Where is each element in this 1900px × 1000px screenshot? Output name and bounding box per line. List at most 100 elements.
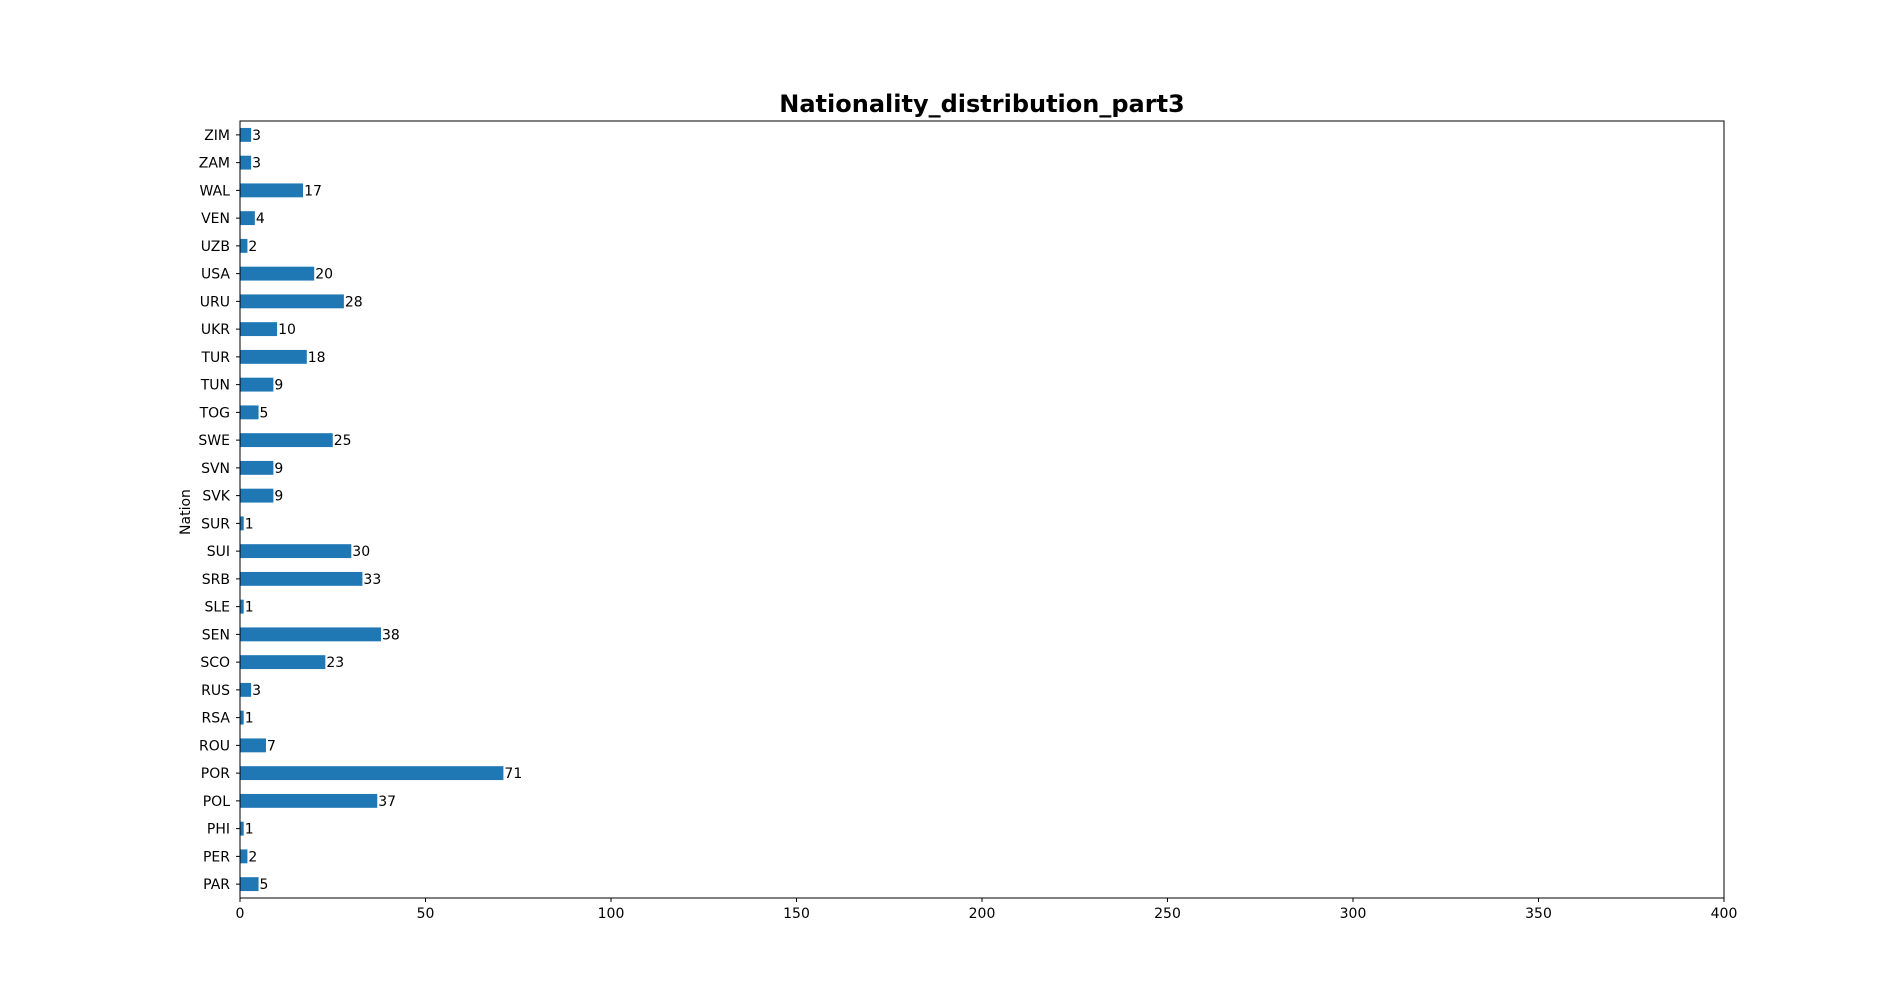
y-tick-label-svn: SVN <box>201 461 230 477</box>
y-tick-label-sui: SUI <box>207 544 230 560</box>
bar-wal <box>240 183 304 198</box>
y-tick-label-zim: ZIM <box>204 128 230 144</box>
data-label-svk: 9 <box>274 489 283 505</box>
bar-svk <box>240 488 274 503</box>
data-label-srb: 33 <box>363 572 381 588</box>
bar-zam <box>240 155 252 170</box>
y-tick-label-wal: WAL <box>200 183 231 199</box>
x-tick-label-200: 200 <box>969 906 996 922</box>
bar-par <box>240 877 259 892</box>
data-label-tur: 18 <box>308 350 326 366</box>
x-tick-label-300: 300 <box>1340 906 1367 922</box>
bar-phi <box>240 821 244 836</box>
data-label-uzb: 2 <box>248 239 257 255</box>
bar-ukr <box>240 322 278 337</box>
data-label-ven: 4 <box>256 211 265 227</box>
data-label-rou: 7 <box>267 738 276 754</box>
data-label-uru: 28 <box>345 294 363 310</box>
x-tick-label-0: 0 <box>236 906 245 922</box>
bar-sur <box>240 516 244 531</box>
y-tick-label-swe: SWE <box>198 433 230 449</box>
y-tick-label-sle: SLE <box>204 600 230 616</box>
bar-rou <box>240 738 266 753</box>
y-tick-label-sur: SUR <box>201 516 230 532</box>
y-tick-label-pol: POL <box>203 794 230 810</box>
bar-pol <box>240 793 378 808</box>
data-label-sen: 38 <box>382 627 400 643</box>
y-tick-label-por: POR <box>201 766 230 782</box>
x-tick-label-150: 150 <box>783 906 810 922</box>
bar-sen <box>240 627 381 642</box>
data-label-ukr: 10 <box>278 322 296 338</box>
bar-uzb <box>240 238 248 253</box>
bar-uru <box>240 294 344 309</box>
y-tick-label-tun: TUN <box>200 378 230 394</box>
bar-sle <box>240 599 244 614</box>
data-label-swe: 25 <box>334 433 352 449</box>
data-label-sle: 1 <box>245 600 254 616</box>
y-tick-label-uzb: UZB <box>201 239 230 255</box>
bar-tog <box>240 405 259 420</box>
y-tick-label-tur: TUR <box>200 350 230 366</box>
y-tick-label-sen: SEN <box>202 627 230 643</box>
data-label-tun: 9 <box>274 378 283 394</box>
data-label-tog: 5 <box>260 405 269 421</box>
y-tick-label-rus: RUS <box>201 683 230 699</box>
x-tick-label-350: 350 <box>1525 906 1552 922</box>
x-tick-label-400: 400 <box>1711 906 1738 922</box>
bar-tur <box>240 349 307 364</box>
bar-usa <box>240 266 315 281</box>
data-label-svn: 9 <box>274 461 283 477</box>
y-tick-label-svk: SVK <box>202 489 230 505</box>
data-label-pol: 37 <box>378 794 396 810</box>
bar-srb <box>240 571 363 586</box>
bar-per <box>240 849 248 864</box>
data-label-sui: 30 <box>352 544 370 560</box>
data-label-phi: 1 <box>245 822 254 838</box>
y-tick-label-par: PAR <box>203 877 230 893</box>
y-tick-label-rou: ROU <box>199 738 230 754</box>
y-tick-label-rsa: RSA <box>202 711 231 727</box>
y-axis-label: Nation <box>178 489 194 535</box>
data-label-usa: 20 <box>315 267 333 283</box>
bar-zim <box>240 127 252 142</box>
data-label-per: 2 <box>248 849 257 865</box>
y-tick-label-sco: SCO <box>200 655 230 671</box>
x-tick-label-250: 250 <box>1154 906 1181 922</box>
y-tick-label-phi: PHI <box>207 822 230 838</box>
bar-rsa <box>240 710 244 725</box>
data-label-rus: 3 <box>252 683 261 699</box>
chart-title: Nationality_distribution_part3 <box>779 90 1184 118</box>
bar-sui <box>240 544 352 559</box>
x-tick-label-50: 50 <box>417 906 435 922</box>
data-label-rsa: 1 <box>245 711 254 727</box>
data-label-wal: 17 <box>304 183 322 199</box>
y-tick-label-ukr: UKR <box>201 322 230 338</box>
data-label-zim: 3 <box>252 128 261 144</box>
data-label-sco: 23 <box>326 655 344 671</box>
y-tick-label-srb: SRB <box>202 572 230 588</box>
y-tick-label-tog: TOG <box>199 405 230 421</box>
bar-svn <box>240 460 274 475</box>
bar-sco <box>240 655 326 670</box>
y-tick-label-zam: ZAM <box>199 156 230 172</box>
x-axis-ticks: 0 50 100 150 200 250 300 350 400 <box>236 898 1738 922</box>
y-tick-label-ven: VEN <box>201 211 230 227</box>
bar-swe <box>240 433 333 448</box>
y-tick-label-per: PER <box>203 849 230 865</box>
bar-por <box>240 766 504 781</box>
plot-frame <box>239 120 1725 899</box>
bar-ven <box>240 211 255 226</box>
y-tick-label-usa: USA <box>201 267 230 283</box>
data-label-zam: 3 <box>252 156 261 172</box>
data-label-sur: 1 <box>245 516 254 532</box>
bar-rus <box>240 682 252 697</box>
y-tick-label-uru: URU <box>200 294 230 310</box>
data-label-par: 5 <box>260 877 269 893</box>
y-axis-ticks: ZIM ZAM WAL VEN UZB USA URU UKR TUR TUN TOG SWE SVN S… <box>198 128 240 893</box>
data-label-por: 71 <box>504 766 522 782</box>
bar-tun <box>240 377 274 392</box>
x-tick-label-100: 100 <box>598 906 625 922</box>
